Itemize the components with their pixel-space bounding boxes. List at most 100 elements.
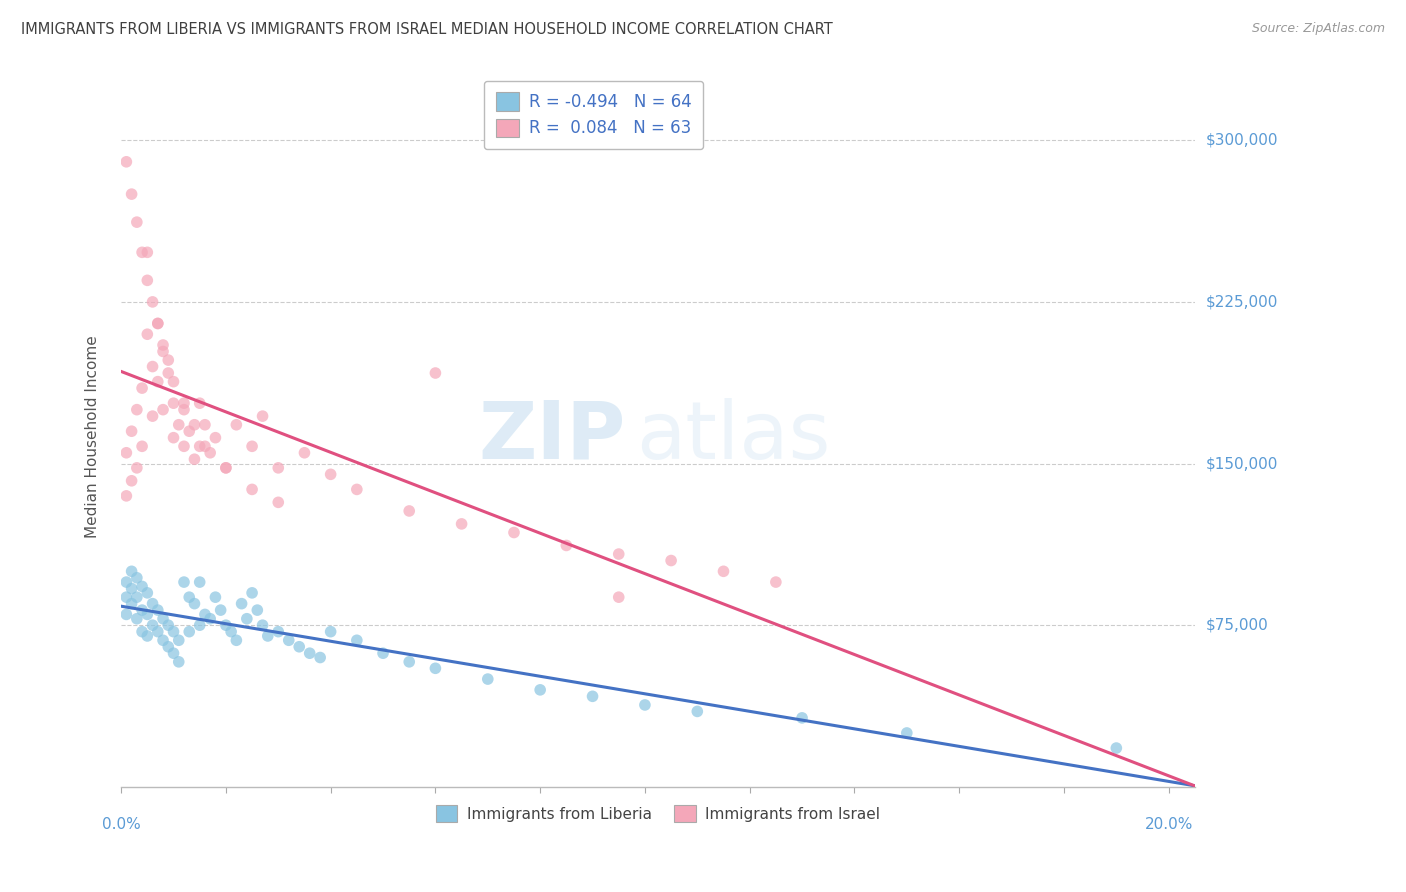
Point [659, 553, 682, 567]
Point [136, 607, 159, 622]
Point [686, 705, 709, 719]
Point [215, 618, 238, 632]
Point [146, 317, 169, 331]
Point [179, 590, 201, 604]
Point [115, 489, 138, 503]
Point [142, 359, 165, 374]
Point [167, 633, 190, 648]
Point [236, 612, 259, 626]
Point [398, 655, 420, 669]
Point [121, 582, 143, 596]
Point [131, 579, 153, 593]
Point [152, 344, 174, 359]
Point [398, 504, 420, 518]
Point [477, 672, 499, 686]
Point [219, 624, 242, 639]
Point [131, 245, 153, 260]
Point [215, 461, 238, 475]
Point [115, 575, 138, 590]
Point [277, 633, 299, 648]
Point [425, 661, 447, 675]
Point [136, 245, 159, 260]
Point [146, 603, 169, 617]
Point [204, 590, 226, 604]
Point [152, 633, 174, 648]
Point [183, 452, 205, 467]
Point [252, 618, 274, 632]
Text: $300,000: $300,000 [1206, 133, 1278, 148]
Point [121, 187, 143, 202]
Point [146, 624, 169, 639]
Point [267, 624, 290, 639]
Point [503, 525, 526, 540]
Point [215, 461, 238, 475]
Point [157, 366, 180, 380]
Point [634, 698, 657, 712]
Point [131, 381, 153, 395]
Point [555, 538, 578, 552]
Point [194, 417, 217, 432]
Point [225, 417, 247, 432]
Point [765, 575, 787, 590]
Point [167, 655, 190, 669]
Point [240, 586, 263, 600]
Point [115, 154, 138, 169]
Point [209, 603, 232, 617]
Point [267, 495, 290, 509]
Point [346, 633, 368, 648]
Point [188, 439, 211, 453]
Point [256, 629, 278, 643]
Point [142, 294, 165, 309]
Point [173, 439, 195, 453]
Point [152, 338, 174, 352]
Point [183, 597, 205, 611]
Point [162, 646, 184, 660]
Text: 20.0%: 20.0% [1144, 817, 1192, 832]
Point [198, 612, 221, 626]
Point [346, 483, 368, 497]
Point [188, 575, 211, 590]
Point [173, 402, 195, 417]
Point [125, 402, 148, 417]
Point [146, 375, 169, 389]
Point [121, 474, 143, 488]
Point [319, 624, 342, 639]
Point [162, 624, 184, 639]
Y-axis label: Median Household Income: Median Household Income [86, 335, 100, 538]
Point [121, 424, 143, 438]
Point [246, 603, 269, 617]
Point [194, 607, 217, 622]
Point [179, 424, 201, 438]
Point [152, 612, 174, 626]
Point [294, 446, 316, 460]
Point [188, 396, 211, 410]
Point [131, 603, 153, 617]
Point [198, 446, 221, 460]
Point [529, 682, 551, 697]
Point [240, 439, 263, 453]
Point [252, 409, 274, 424]
Point [125, 571, 148, 585]
Point [581, 690, 603, 704]
Point [319, 467, 342, 482]
Text: $75,000: $75,000 [1206, 617, 1268, 632]
Point [162, 375, 184, 389]
Point [298, 646, 321, 660]
Point [231, 597, 253, 611]
Point [115, 446, 138, 460]
Point [607, 547, 630, 561]
Point [288, 640, 311, 654]
Point [173, 575, 195, 590]
Text: $150,000: $150,000 [1206, 456, 1278, 471]
Point [194, 439, 217, 453]
Point [225, 633, 247, 648]
Text: ZIP: ZIP [478, 398, 626, 475]
Point [136, 273, 159, 287]
Point [131, 624, 153, 639]
Point [167, 417, 190, 432]
Point [115, 607, 138, 622]
Point [179, 624, 201, 639]
Point [713, 564, 735, 578]
Text: Source: ZipAtlas.com: Source: ZipAtlas.com [1251, 22, 1385, 36]
Point [790, 711, 813, 725]
